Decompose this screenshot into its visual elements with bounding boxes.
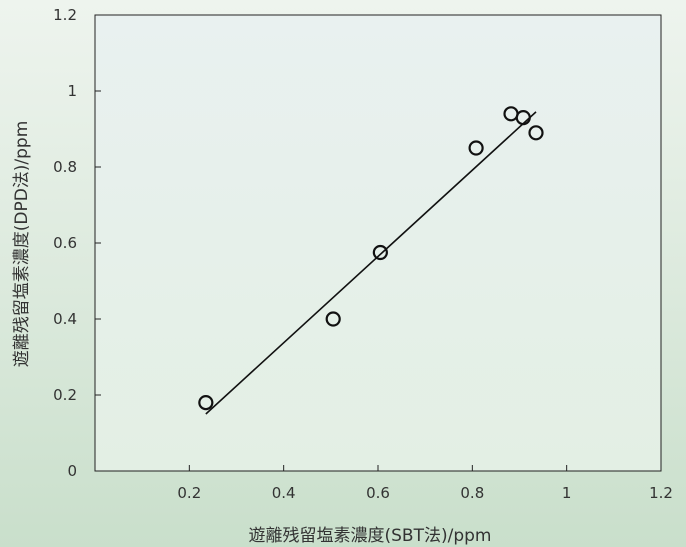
y-tick-label: 0.8 [53,158,77,176]
data-point [325,311,341,327]
plot-area [94,14,662,472]
trend-line [205,111,537,415]
x-tick-label: 0.8 [460,484,484,502]
y-axis-title: 遊離残留塩素濃度(DPD法)/ppm [12,121,32,368]
data-point [372,244,388,261]
y-tick-label: 0.6 [53,234,77,252]
y-tick-label: 1.2 [53,6,77,24]
data-point [198,395,214,411]
y-tick-label: 0.4 [53,310,77,328]
x-tick-label: 0.2 [177,484,201,502]
y-tick-label: 1 [67,82,77,100]
y-tick-label: 0.2 [53,386,77,404]
x-axis-title: 遊離残留塩素濃度(SBT法)/ppm [249,526,492,546]
data-points [198,106,544,411]
y-axis: 0 0.2 0.4 0.6 0.8 1 1.2 [53,6,101,480]
x-tick-label: 0.6 [366,484,390,502]
x-tick-label: 1.2 [649,484,673,502]
x-tick-label: 0.4 [272,484,296,502]
data-point [528,125,544,141]
data-point [515,109,531,126]
y-tick-label: 0 [67,462,77,480]
x-axis: 0.2 0.4 0.6 0.8 1 1.2 [177,465,673,502]
x-tick-label: 1 [562,484,572,502]
data-point [468,140,484,156]
